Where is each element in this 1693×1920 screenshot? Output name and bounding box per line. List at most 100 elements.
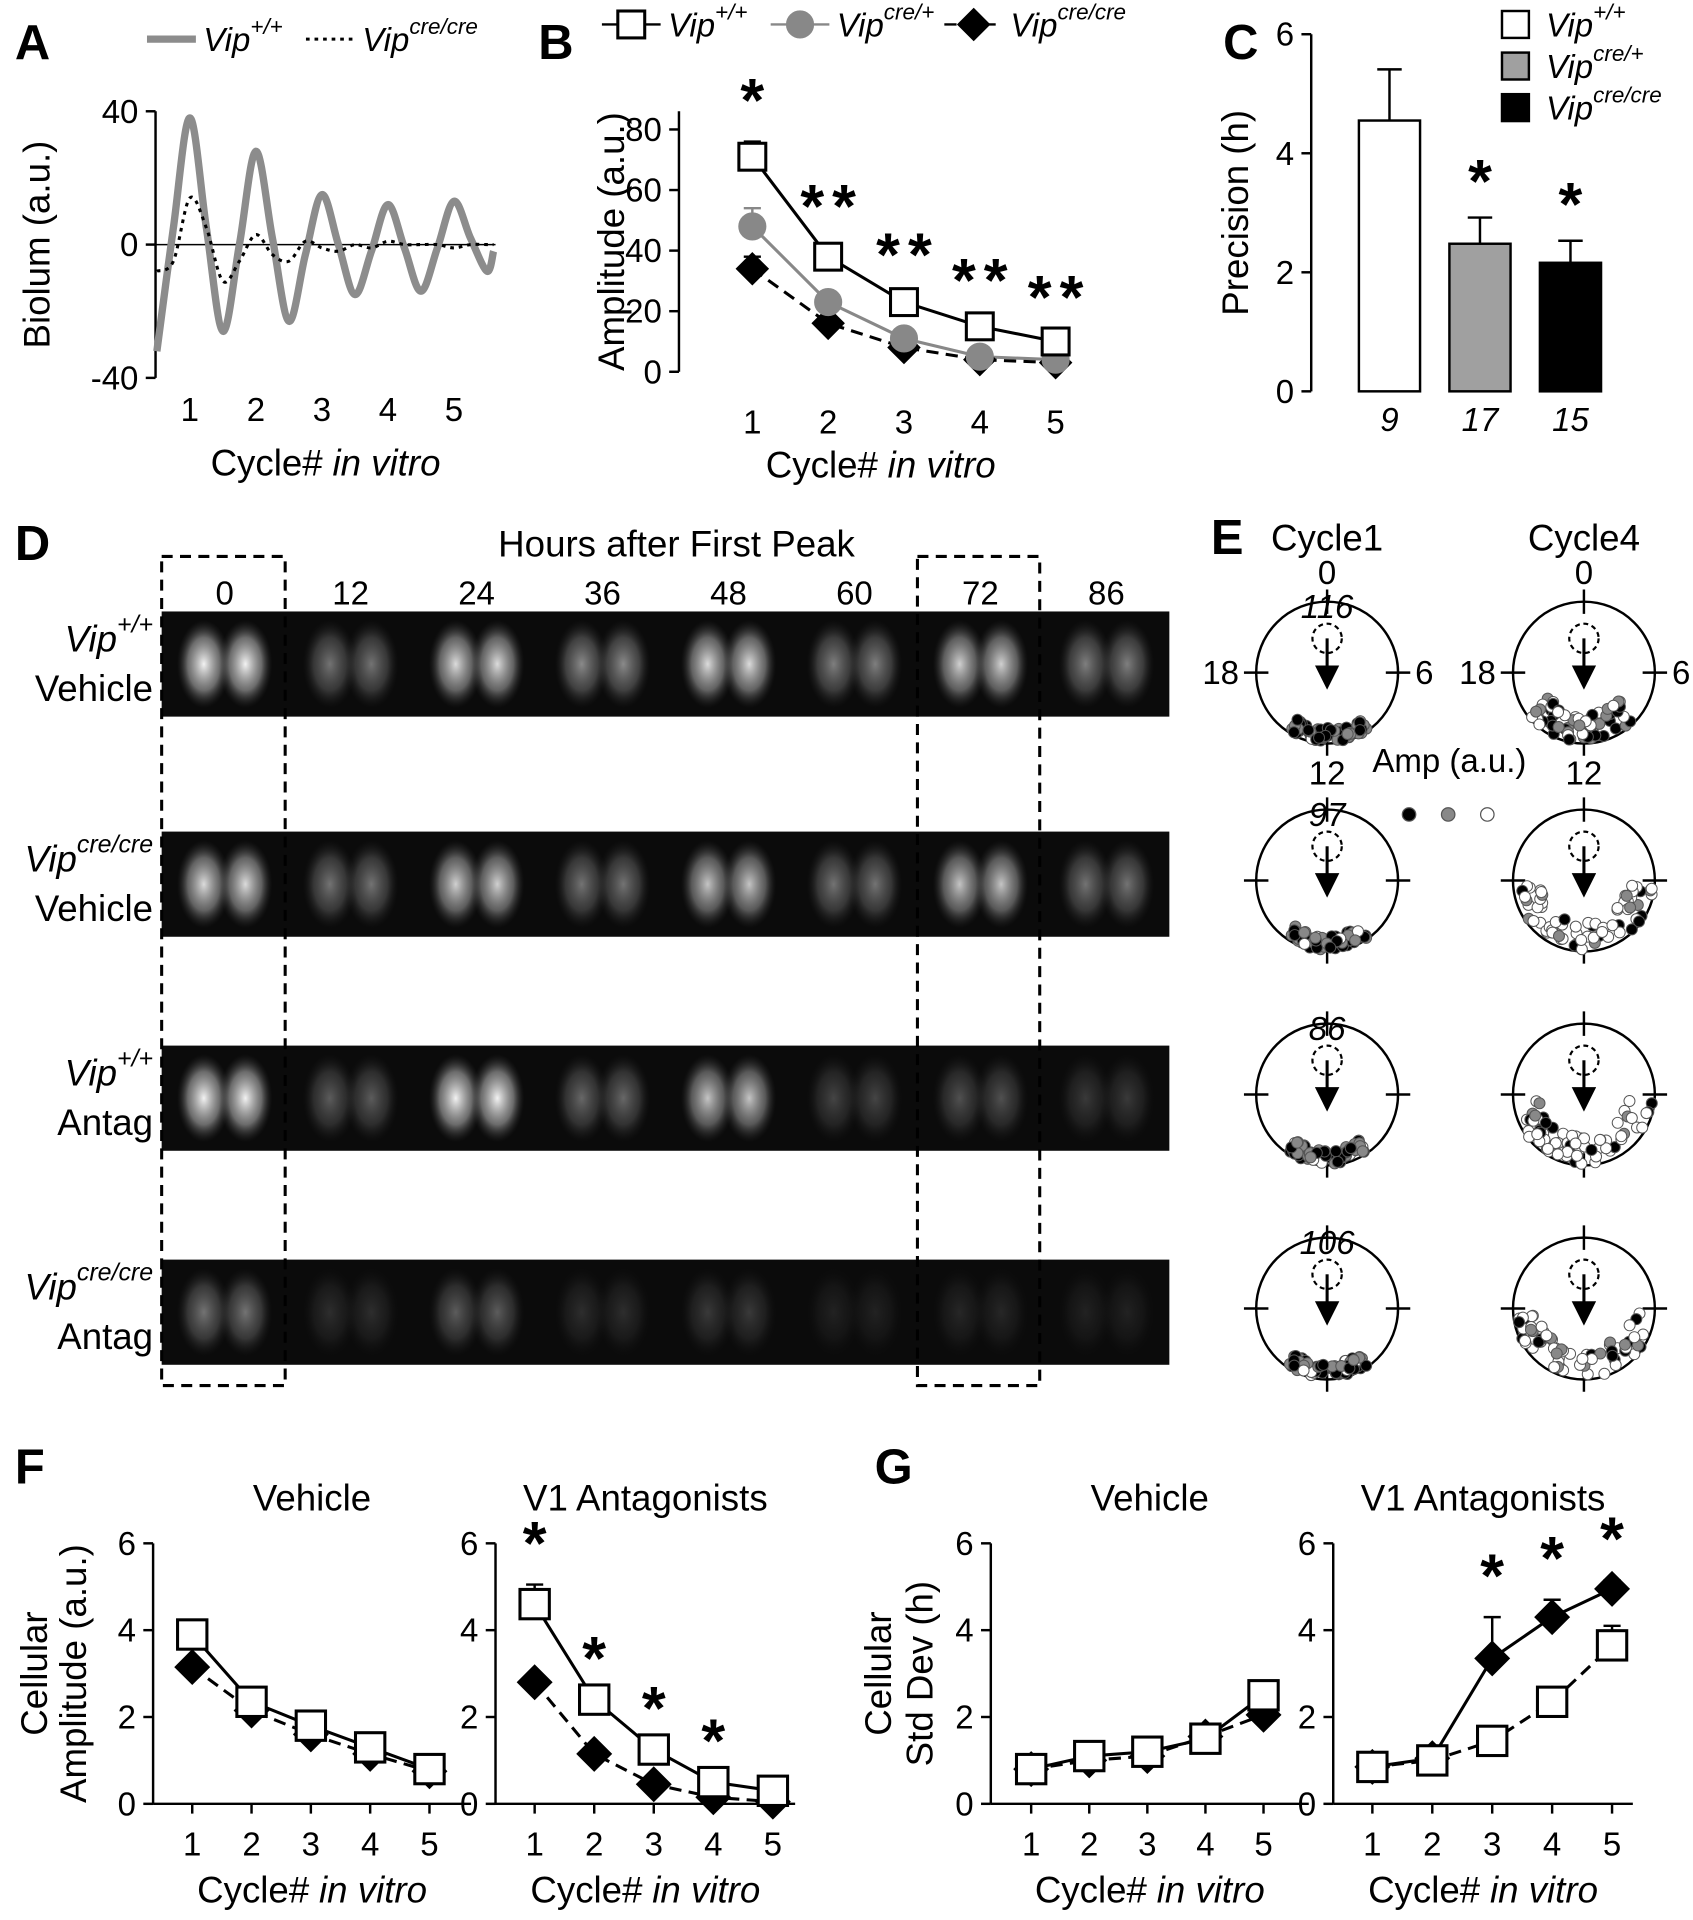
gene-name: Vip — [25, 838, 77, 879]
significance-star: * — [832, 172, 856, 240]
cell-phase — [1587, 931, 1600, 944]
cell-phase — [1298, 926, 1311, 939]
cell-phase — [1297, 1364, 1310, 1377]
cell-phase — [1633, 915, 1646, 928]
cell-phase — [1298, 937, 1311, 950]
series-line — [751, 267, 1056, 365]
significance-star: * — [1559, 170, 1583, 238]
marker-square — [1535, 1685, 1569, 1719]
cell-phase — [1625, 923, 1638, 936]
scn-signal — [1100, 840, 1155, 929]
significance-star: * — [1540, 1524, 1564, 1592]
mean-ring — [1311, 622, 1343, 655]
cell-phase — [1529, 1109, 1542, 1122]
cell-phase — [1611, 1116, 1624, 1129]
highlight-box — [160, 554, 287, 1388]
panel-letter: G — [875, 1441, 913, 1495]
cell-phase — [1623, 1319, 1636, 1332]
marker-square — [1416, 1744, 1449, 1777]
scn-signal — [470, 840, 525, 929]
marker-square — [813, 241, 844, 272]
marker-square — [578, 1683, 611, 1716]
scn-signal — [344, 840, 399, 929]
cell-phase — [1563, 733, 1576, 746]
x-tick-label: 4 — [379, 391, 397, 428]
subtitle: Vehicle — [1091, 1478, 1209, 1519]
gene-name: Vip — [1546, 48, 1593, 85]
cell-count: 116 — [1301, 588, 1354, 625]
panel-title: Hours after First Peak — [498, 524, 855, 565]
cell-phase — [1569, 1137, 1582, 1150]
y-tick-label: 2 — [460, 1698, 478, 1735]
x-label-text: Cycle# — [766, 444, 879, 485]
scn-signal — [554, 620, 609, 709]
cell-phase — [1585, 1143, 1598, 1156]
scn-signal — [344, 620, 399, 709]
phase-ticks — [1500, 589, 1668, 756]
y-tick-label: 6 — [955, 1525, 973, 1562]
column-title: Cycle1 — [1271, 518, 1383, 559]
marker-square — [413, 1752, 446, 1786]
y-axis-label: Cellular — [858, 1611, 899, 1735]
x-tick-label: 3 — [313, 391, 331, 428]
x-tick-label: 4 — [1543, 1826, 1561, 1863]
row-genotype: Vipcre/cre — [25, 830, 154, 879]
scn-signal — [302, 1054, 357, 1143]
cell-phase — [1548, 1361, 1561, 1374]
marker-circle — [889, 324, 919, 353]
cell-phase — [1291, 713, 1304, 726]
cell-phase — [1645, 882, 1658, 895]
scn-signal — [722, 1268, 777, 1357]
cell-phase — [1615, 1130, 1628, 1143]
x-tick-label: 1 — [743, 403, 761, 440]
bar — [1538, 261, 1603, 393]
hour-label: 60 — [836, 575, 873, 612]
clock-label: 18 — [1202, 654, 1239, 691]
scn-signal — [932, 1268, 987, 1357]
hour-label: 0 — [215, 575, 233, 612]
cell-phase — [1532, 1336, 1545, 1348]
cell-phase — [1613, 926, 1626, 939]
scn-signal — [344, 1268, 399, 1357]
x-axis-label: Cycle# in vitro — [530, 1869, 760, 1910]
genotype: cre/cre — [77, 1259, 153, 1287]
scn-signal — [428, 1268, 483, 1357]
legend-swatch — [1500, 9, 1531, 40]
genotype: +/+ — [1593, 0, 1625, 24]
marker-square — [353, 1731, 387, 1764]
scn-signal — [218, 620, 273, 709]
marker-circle — [785, 10, 815, 39]
cell-phase — [1551, 1148, 1564, 1161]
scn-signal — [176, 1268, 231, 1357]
scn-signal — [596, 620, 651, 709]
y-tick-label: 6 — [1276, 16, 1294, 53]
cell-phase — [1576, 1352, 1589, 1365]
cell-phase — [1596, 925, 1609, 938]
marker-square — [1247, 1679, 1280, 1712]
gene-name: Vip — [25, 1266, 77, 1307]
x-tick-label: 1 — [181, 391, 199, 428]
marker-square — [518, 1587, 551, 1621]
marker-square — [1595, 1629, 1629, 1662]
x-tick-label: 9 — [1380, 401, 1398, 438]
y-tick-label: 6 — [460, 1525, 478, 1562]
scn-signal — [218, 1268, 273, 1357]
marker-diamond — [174, 1649, 211, 1686]
subtitle: Vehicle — [253, 1478, 371, 1519]
scn-signal — [344, 1054, 399, 1143]
mean-ring — [1311, 830, 1343, 863]
marker-diamond — [1474, 1640, 1511, 1677]
legend-label: Vipcre/+ — [837, 0, 935, 43]
x-label-italic: in vitro — [1490, 1869, 1598, 1910]
scn-signal — [932, 620, 987, 709]
row-genotype: Vipcre/cre — [25, 1259, 154, 1308]
cell-phase — [1594, 1133, 1606, 1146]
y-tick-label: 80 — [625, 111, 662, 148]
scn-signal — [596, 1054, 651, 1143]
x-label-italic: in vitro — [652, 1869, 760, 1910]
cell-phase — [1287, 726, 1300, 739]
y-tick-label: 0 — [1276, 373, 1294, 410]
scn-signal — [302, 620, 357, 709]
genotype: cre/cre — [409, 14, 478, 39]
